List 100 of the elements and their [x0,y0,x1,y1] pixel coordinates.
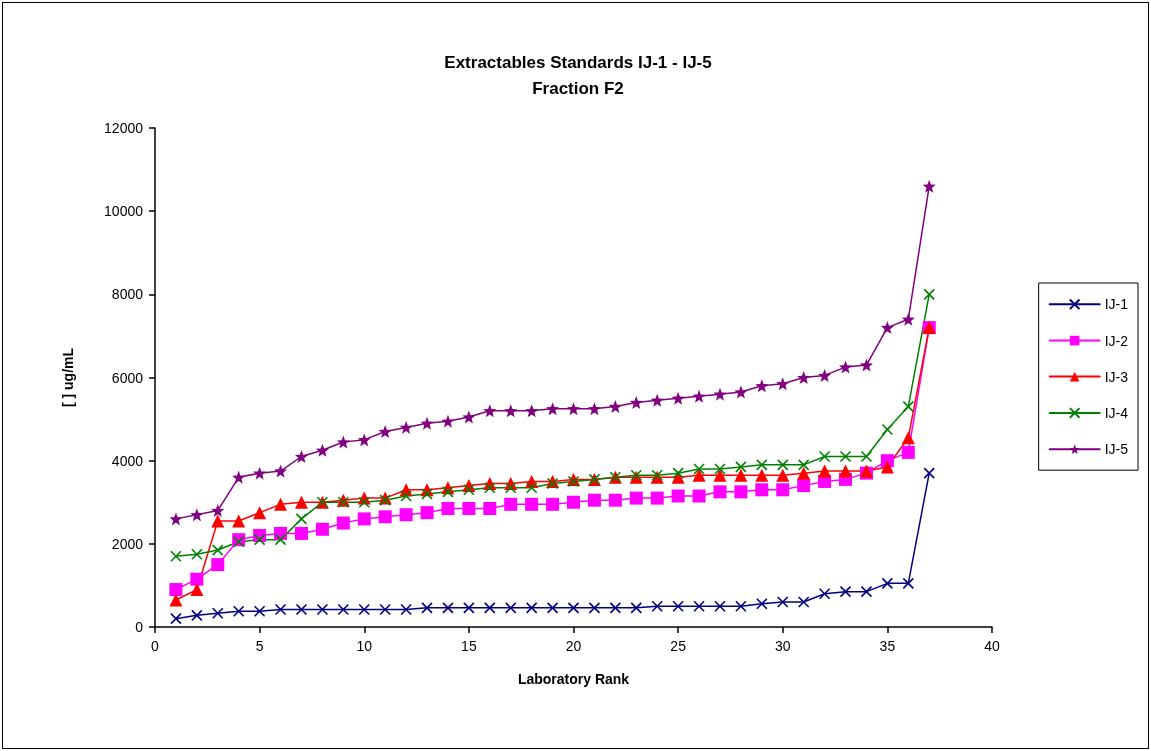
point [755,468,769,482]
point [420,506,434,520]
point [755,379,769,393]
chart-title: Extractables Standards IJ-1 - IJ-5 Fraction F2 [444,52,712,98]
point [839,585,852,598]
point [650,393,664,407]
point [294,495,308,509]
point [818,464,832,478]
point [442,602,454,614]
legend-label: IJ-4 [1104,404,1129,421]
point [567,402,580,416]
point [713,485,727,499]
point [629,395,643,409]
point [797,371,811,384]
point [399,420,413,434]
point [400,490,412,502]
y-axis-title: [ ] ug/mL [60,347,76,408]
point [587,402,601,416]
point [881,423,894,436]
point [378,425,392,439]
point [776,459,789,471]
point [776,377,790,391]
point [735,461,747,473]
y-tick-label: 10000 [104,203,144,220]
point [462,501,476,515]
point [923,288,936,301]
point [253,466,267,480]
point [693,600,705,613]
point [169,583,183,597]
point [295,603,308,616]
point [797,459,810,471]
point [880,460,894,474]
point [211,514,225,528]
point [693,463,705,475]
point [587,493,601,507]
point [567,602,580,614]
point [483,501,497,515]
point [336,516,350,530]
point [714,463,726,475]
point [441,414,455,428]
point [504,497,518,511]
point [859,358,873,372]
point [588,602,601,614]
point [525,404,539,418]
legend-label: IJ-1 [1104,296,1129,313]
point [880,321,894,335]
point [253,506,267,520]
point [169,512,183,526]
point [232,605,245,617]
point [692,468,706,482]
point [609,602,622,614]
point [735,600,747,613]
point [294,450,308,464]
legend-label: IJ-2 [1104,332,1129,349]
point [294,526,308,540]
point [484,481,496,494]
y-tick-label: 2000 [111,535,144,552]
point [315,443,329,457]
point [253,605,266,617]
point [316,603,329,616]
x-tick-label: 35 [879,638,896,654]
point [756,597,768,610]
point [546,497,560,511]
point [190,583,204,597]
point [839,360,853,374]
point [232,514,246,528]
point [190,508,204,522]
point [232,470,246,484]
point [211,558,225,572]
point [191,548,203,561]
point [484,602,496,614]
point [714,600,726,613]
point [421,602,433,614]
point [860,585,873,598]
y-tick-label: 4000 [111,452,144,469]
point [483,404,497,418]
point [357,433,371,447]
point [358,496,371,509]
point [274,464,288,478]
x-tick-label: 25 [670,638,687,654]
point [672,467,684,479]
point [441,501,455,515]
point [190,572,204,586]
point [922,179,936,193]
point [608,493,622,507]
point [337,603,350,616]
point [923,467,936,479]
point [525,602,538,614]
point [420,416,434,430]
point [839,450,852,463]
point [692,389,706,403]
point [630,602,643,614]
point [671,391,685,405]
point [336,435,350,449]
point [672,600,684,613]
point [797,479,811,493]
point [211,504,225,518]
point [734,385,748,399]
point [818,450,831,463]
point [462,410,476,424]
